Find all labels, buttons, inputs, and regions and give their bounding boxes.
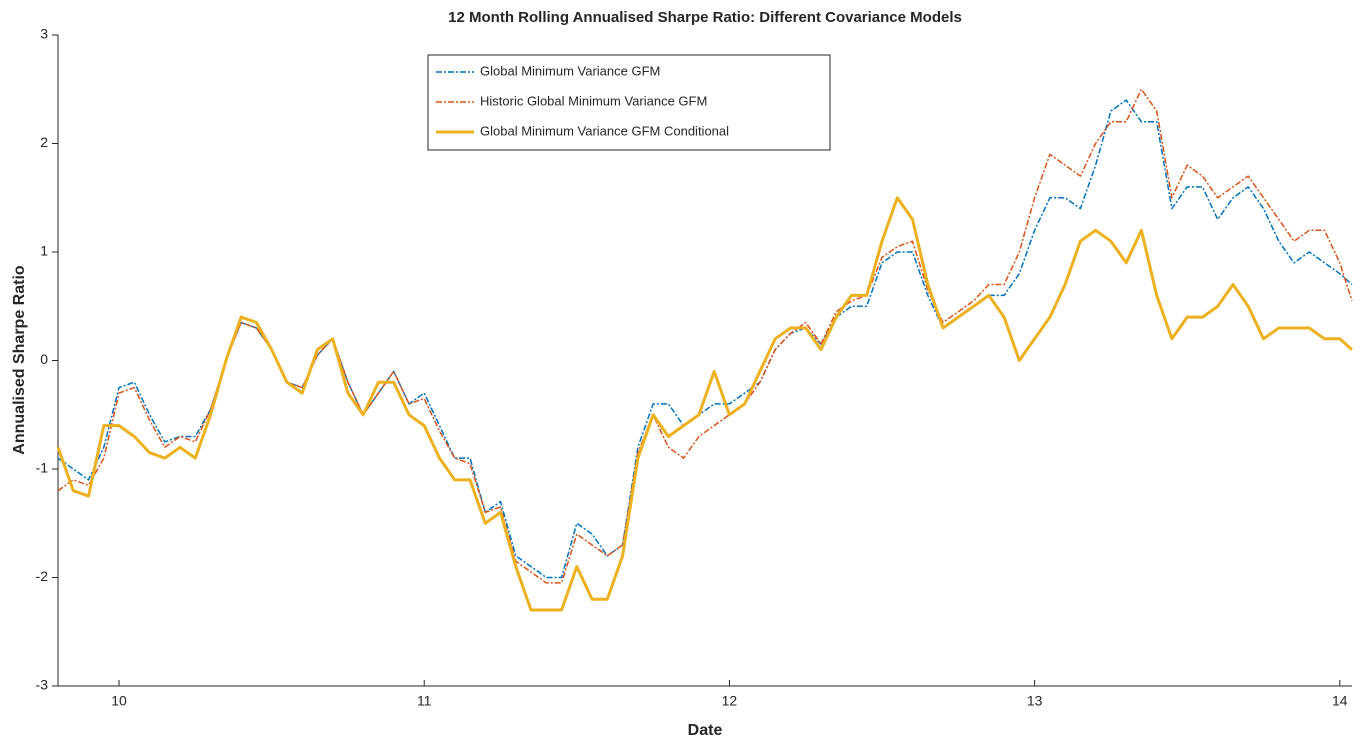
x-tick-label: 12 — [722, 693, 738, 709]
y-tick-label: 2 — [40, 134, 48, 150]
legend: Global Minimum Variance GFM Historic Glob… — [427, 54, 831, 151]
x-tick-label: 14 — [1332, 693, 1348, 709]
chart-title: 12 Month Rolling Annualised Sharpe Ratio… — [448, 9, 962, 26]
x-tick-label: 13 — [1027, 693, 1043, 709]
x-tick-label: 10 — [111, 693, 127, 709]
legend-label: Global Minimum Variance GFM — [480, 63, 660, 78]
y-tick-label: -3 — [36, 677, 49, 693]
legend-box — [427, 54, 831, 151]
series-line — [56, 196, 1353, 612]
series-line — [57, 88, 1353, 584]
y-tick-label: -1 — [36, 460, 49, 476]
y-tick-label: 3 — [40, 26, 48, 42]
y-axis-label: Annualised Sharpe Ratio — [11, 265, 28, 455]
x-tick-label: 11 — [417, 693, 432, 709]
x-axis-label: Date — [688, 722, 723, 739]
y-tick-label: 1 — [40, 243, 48, 259]
series-line — [57, 99, 1353, 579]
legend-label: Historic Global Minimum Variance GFM — [480, 93, 707, 108]
y-tick-label: 0 — [40, 351, 48, 367]
legend-label: Global Minimum Variance GFM Conditional — [480, 123, 729, 138]
y-tick-label: -2 — [36, 568, 49, 584]
